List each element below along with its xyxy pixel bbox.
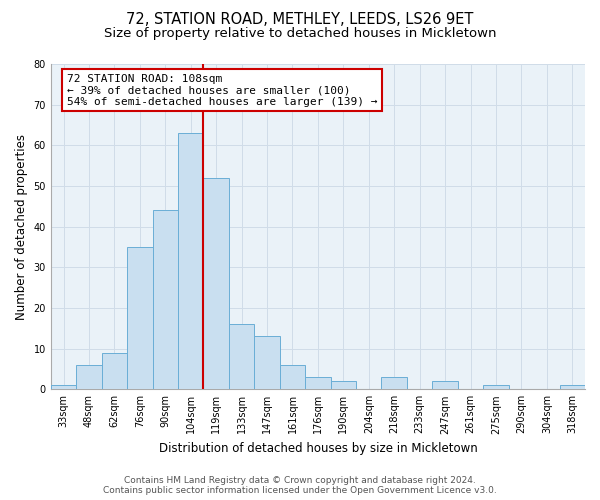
X-axis label: Distribution of detached houses by size in Mickletown: Distribution of detached houses by size … bbox=[158, 442, 477, 455]
Bar bbox=[51, 385, 76, 390]
Bar bbox=[101, 352, 127, 390]
Bar bbox=[331, 381, 356, 390]
Text: 72 STATION ROAD: 108sqm
← 39% of detached houses are smaller (100)
54% of semi-d: 72 STATION ROAD: 108sqm ← 39% of detache… bbox=[67, 74, 377, 107]
Bar bbox=[254, 336, 280, 390]
Bar bbox=[433, 381, 458, 390]
Bar bbox=[178, 133, 203, 390]
Bar bbox=[305, 377, 331, 390]
Bar bbox=[152, 210, 178, 390]
Bar bbox=[76, 365, 101, 390]
Text: Contains HM Land Registry data © Crown copyright and database right 2024.
Contai: Contains HM Land Registry data © Crown c… bbox=[103, 476, 497, 495]
Text: Size of property relative to detached houses in Mickletown: Size of property relative to detached ho… bbox=[104, 28, 496, 40]
Y-axis label: Number of detached properties: Number of detached properties bbox=[15, 134, 28, 320]
Bar bbox=[127, 247, 152, 390]
Bar bbox=[483, 385, 509, 390]
Bar bbox=[203, 178, 229, 390]
Bar bbox=[280, 365, 305, 390]
Text: 72, STATION ROAD, METHLEY, LEEDS, LS26 9ET: 72, STATION ROAD, METHLEY, LEEDS, LS26 9… bbox=[127, 12, 473, 28]
Bar bbox=[229, 324, 254, 390]
Bar bbox=[382, 377, 407, 390]
Bar bbox=[560, 385, 585, 390]
